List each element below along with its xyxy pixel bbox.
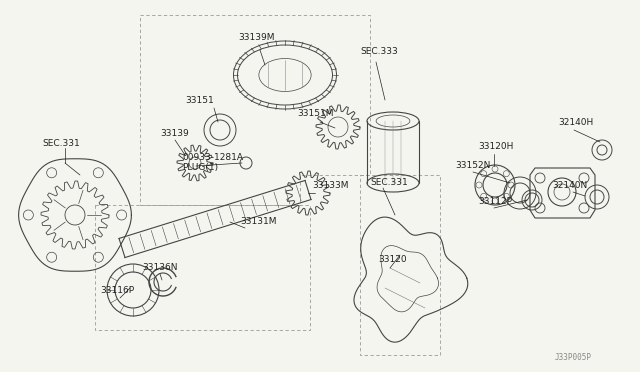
Text: 33120H: 33120H [478, 142, 513, 151]
Text: 33152N: 33152N [455, 161, 490, 170]
Text: 32140N: 32140N [552, 181, 588, 190]
Text: SEC.331: SEC.331 [42, 139, 80, 148]
Text: 33112P: 33112P [478, 197, 512, 206]
Text: 33139: 33139 [160, 129, 189, 138]
Text: 32140H: 32140H [558, 118, 593, 127]
Text: SEC.331: SEC.331 [370, 178, 408, 187]
Text: 33133M: 33133M [312, 181, 349, 190]
Text: 33116P: 33116P [100, 286, 134, 295]
Text: 33139M: 33139M [238, 33, 275, 42]
Text: 33151: 33151 [185, 96, 214, 105]
Text: 33151M: 33151M [297, 109, 333, 118]
Text: J33P005P: J33P005P [555, 353, 592, 362]
Text: 00933-1281A: 00933-1281A [182, 153, 243, 162]
Text: PLUG(1): PLUG(1) [182, 163, 218, 172]
Text: 33136N: 33136N [142, 263, 177, 272]
Text: 33120: 33120 [378, 255, 406, 264]
Text: 33131M: 33131M [240, 217, 276, 226]
Text: SEC.333: SEC.333 [360, 47, 397, 56]
